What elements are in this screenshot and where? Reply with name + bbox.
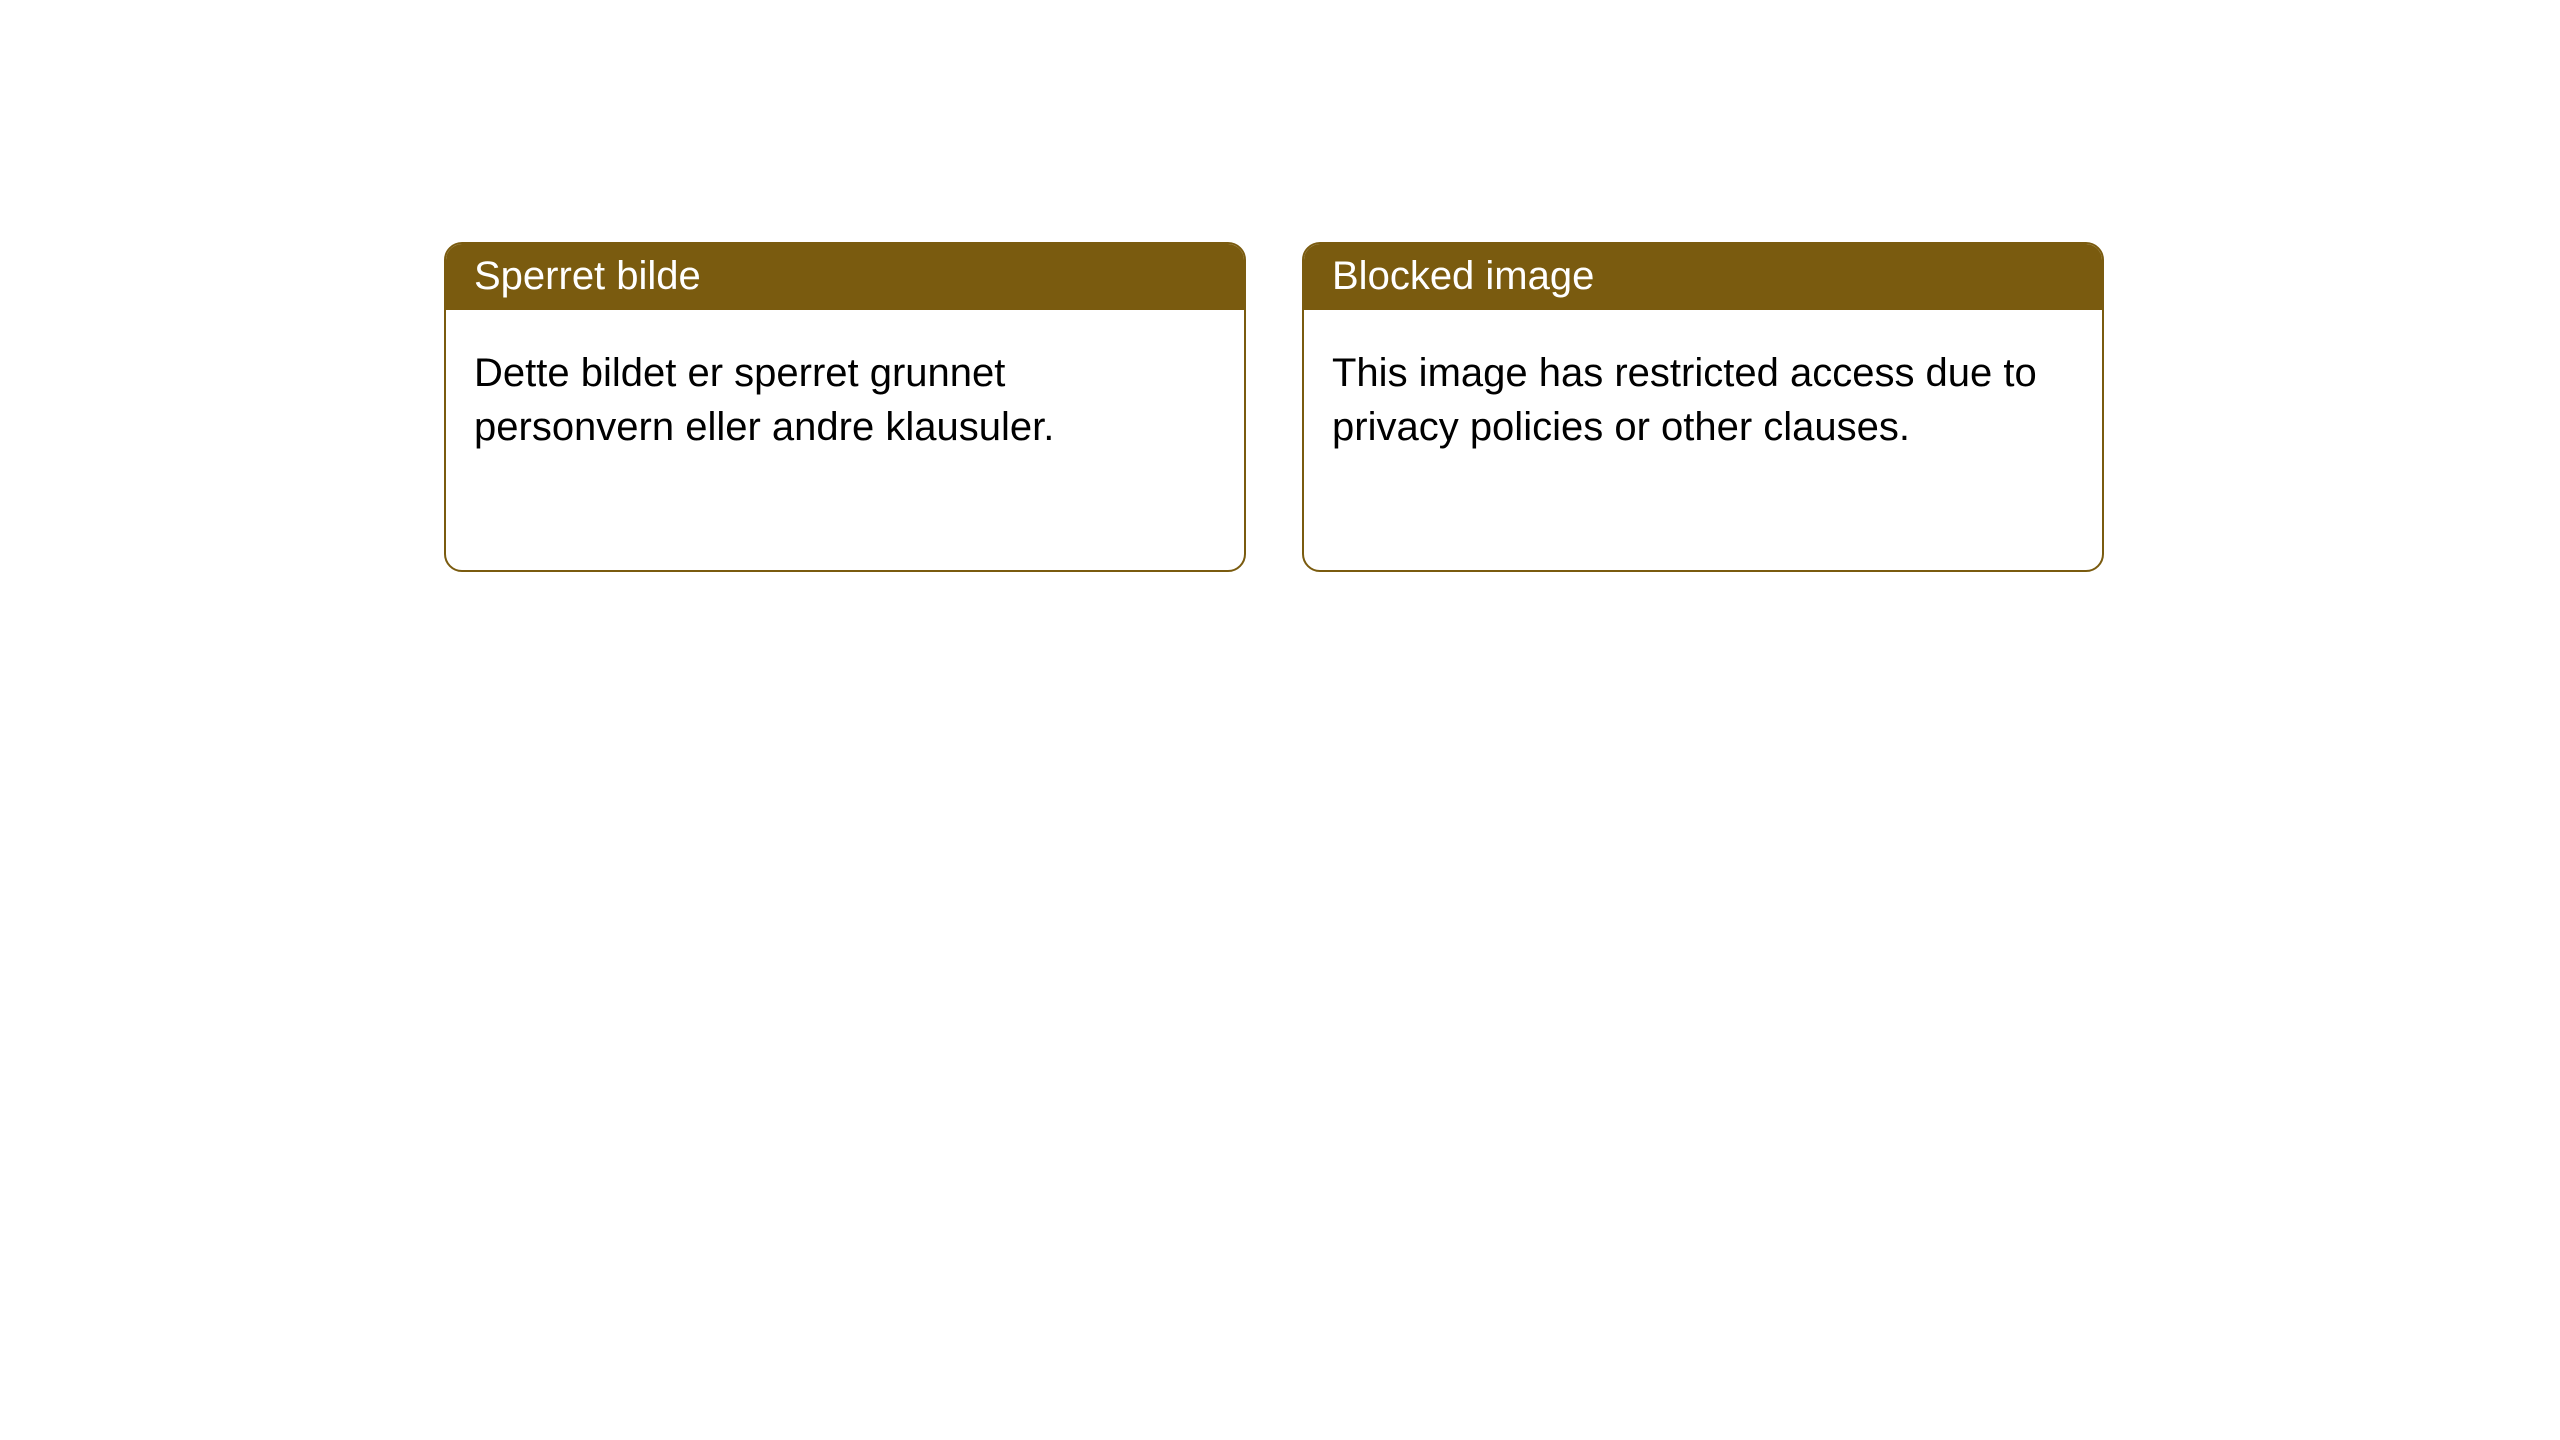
card-title: Sperret bilde xyxy=(474,254,701,298)
card-title: Blocked image xyxy=(1332,254,1594,298)
blocked-image-card-no: Sperret bilde Dette bildet er sperret gr… xyxy=(444,242,1246,572)
card-body: Dette bildet er sperret grunnet personve… xyxy=(446,310,1244,570)
card-body: This image has restricted access due to … xyxy=(1304,310,2102,570)
card-header: Sperret bilde xyxy=(446,244,1244,310)
card-body-text: Dette bildet er sperret grunnet personve… xyxy=(474,351,1054,449)
card-header: Blocked image xyxy=(1304,244,2102,310)
card-body-text: This image has restricted access due to … xyxy=(1332,351,2037,449)
blocked-image-card-en: Blocked image This image has restricted … xyxy=(1302,242,2104,572)
notice-cards-container: Sperret bilde Dette bildet er sperret gr… xyxy=(0,0,2560,572)
